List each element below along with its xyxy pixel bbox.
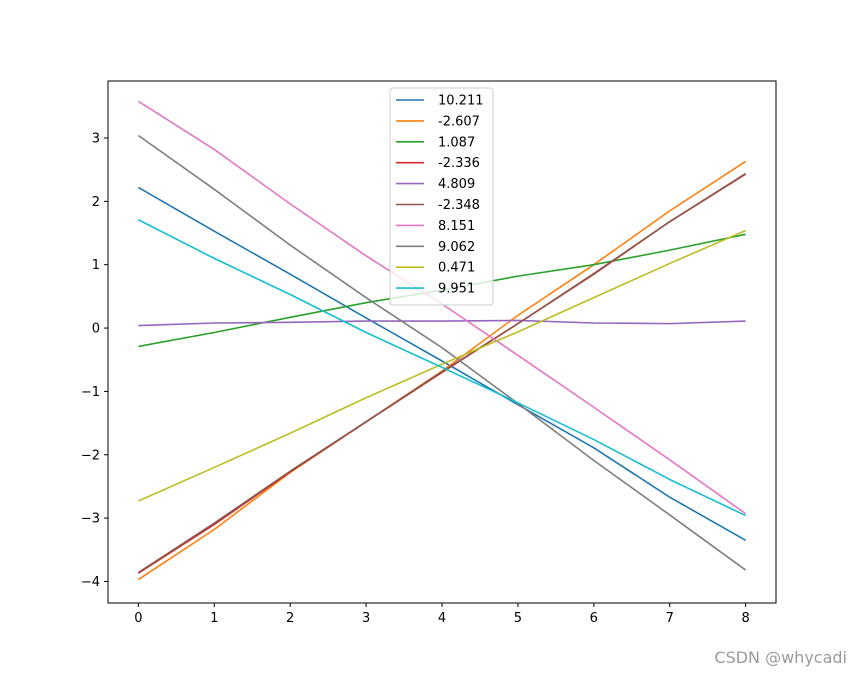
series-line-10 bbox=[137, 219, 746, 517]
legend-label: 8.151 bbox=[438, 219, 475, 234]
series-line-5 bbox=[138, 319, 746, 327]
legend-label: 1.087 bbox=[438, 135, 475, 150]
x-tick-label: 7 bbox=[666, 611, 674, 626]
x-tick-label: 4 bbox=[438, 611, 446, 626]
legend-label: -2.348 bbox=[438, 198, 480, 213]
x-tick-label: 8 bbox=[741, 611, 749, 626]
y-tick-label: 0 bbox=[92, 322, 100, 337]
series-layer bbox=[137, 100, 747, 581]
legend-label: 9.951 bbox=[438, 282, 475, 297]
legend-label: -2.336 bbox=[438, 156, 480, 171]
series-line-6 bbox=[137, 172, 747, 574]
legend: 10.211 -2.607 1.087 -2.336 4.809 -2.348 8.151 9… bbox=[389, 87, 494, 306]
series-line-1 bbox=[137, 186, 747, 541]
x-tick-label: 0 bbox=[134, 611, 142, 626]
y-tick-label: 2 bbox=[92, 195, 100, 210]
legend-label: 9.062 bbox=[438, 240, 475, 255]
y-axis: −4 −3 −2 −1 0 1 2 3 bbox=[81, 132, 108, 590]
x-tick-label: 3 bbox=[362, 611, 370, 626]
watermark: CSDN @whycadi bbox=[714, 648, 847, 667]
x-tick-label: 2 bbox=[286, 611, 294, 626]
legend-label: 10.211 bbox=[438, 94, 484, 109]
legend-label: 4.809 bbox=[438, 177, 475, 192]
y-tick-label: −4 bbox=[81, 575, 100, 590]
y-tick-label: −1 bbox=[81, 385, 100, 400]
y-tick-label: 3 bbox=[92, 132, 100, 147]
legend-label: 0.471 bbox=[438, 261, 475, 276]
series-line-8 bbox=[137, 134, 747, 571]
x-axis: 0 1 2 3 4 5 6 7 8 bbox=[134, 603, 750, 626]
x-tick-label: 5 bbox=[514, 611, 522, 626]
legend-label: -2.607 bbox=[438, 114, 480, 129]
series-line-9 bbox=[138, 229, 746, 502]
x-tick-label: 6 bbox=[590, 611, 598, 626]
y-tick-label: −3 bbox=[81, 512, 100, 527]
x-tick-label: 1 bbox=[210, 611, 218, 626]
y-tick-label: 1 bbox=[92, 258, 100, 273]
y-tick-label: −2 bbox=[81, 448, 100, 463]
